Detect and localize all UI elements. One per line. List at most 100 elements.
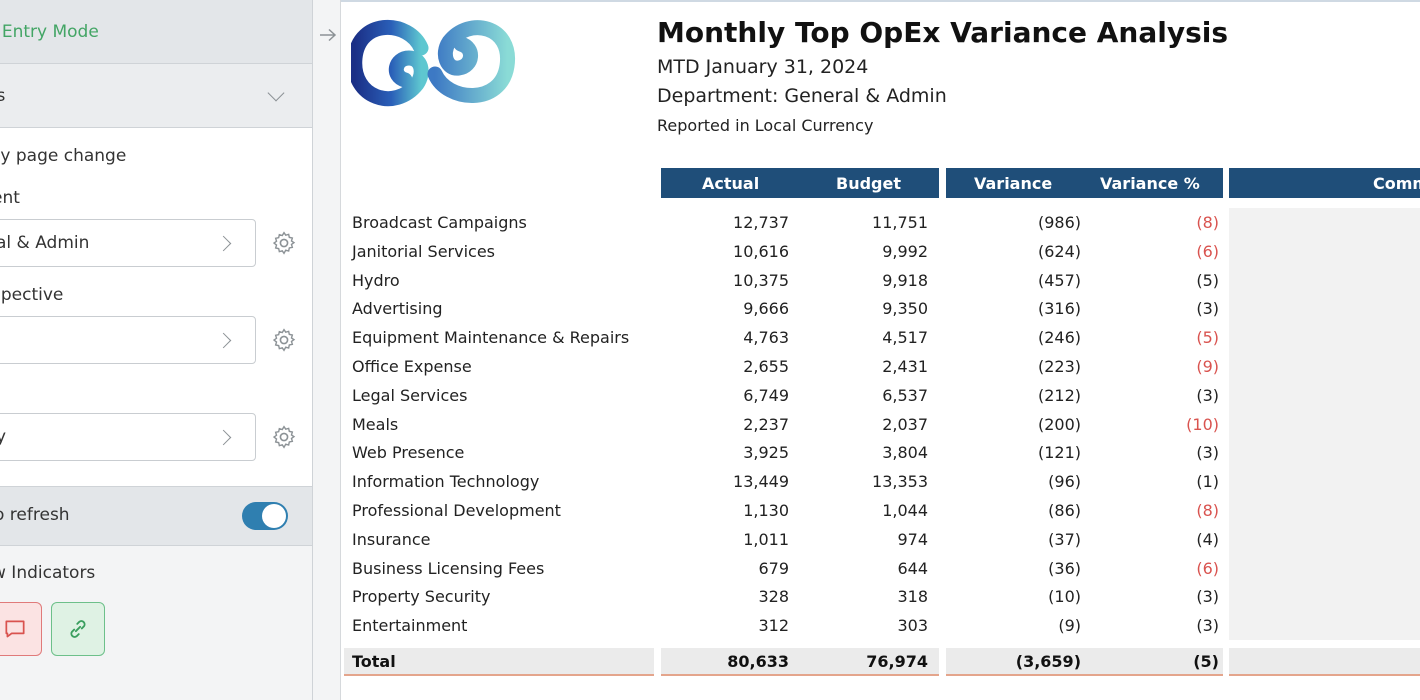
row-variance-pct: (3) xyxy=(1196,616,1219,636)
field1-value: ral & Admin xyxy=(0,233,90,253)
table-row: Advertising 9,666 9,350 (316) (3) xyxy=(341,295,1420,324)
row-variance: (624) xyxy=(1037,241,1081,261)
row-actual: 13,449 xyxy=(733,472,789,492)
row-variance-pct: (5) xyxy=(1196,328,1219,348)
table-row: Information Technology 13,449 13,353 (96) (1… xyxy=(341,468,1420,497)
field1-select[interactable]: ral & Admin xyxy=(0,219,256,267)
auto-refresh-toggle[interactable] xyxy=(242,502,288,530)
row-variance-pct: (6) xyxy=(1196,241,1219,261)
chevron-down-icon xyxy=(267,84,285,101)
gear-icon[interactable] xyxy=(271,327,297,353)
col-header-budget: Budget xyxy=(836,174,901,193)
row-name: Meals xyxy=(352,414,399,434)
page-change-setting-label: ay page change xyxy=(0,146,127,166)
gear-icon[interactable] xyxy=(271,424,297,450)
total-variance-pct: (5) xyxy=(1193,652,1219,671)
row-name: Office Expense xyxy=(352,357,472,376)
row-budget: 9,350 xyxy=(882,299,928,319)
total-bar-variance xyxy=(946,648,1223,676)
row-actual: 3,925 xyxy=(743,443,789,463)
side-panel: a Entry Mode es ay page change ent ral &… xyxy=(0,0,313,700)
entry-mode-label: a Entry Mode xyxy=(0,21,99,42)
row-name: Insurance xyxy=(352,529,431,549)
row-actual: 1,011 xyxy=(743,529,789,549)
row-actual: 2,237 xyxy=(743,414,789,434)
row-variance: (212) xyxy=(1037,385,1081,405)
row-variance: (200) xyxy=(1037,414,1081,434)
col-header-variance-pct: Variance % xyxy=(1100,174,1200,193)
comment-icon xyxy=(5,620,25,638)
row-variance: (36) xyxy=(1048,558,1081,578)
row-variance-pct: (3) xyxy=(1196,587,1219,607)
table-row: Hydro 10,375 9,918 (457) (5) xyxy=(341,267,1420,296)
panel-splitter[interactable] xyxy=(313,0,341,700)
total-bar-comments xyxy=(1229,648,1420,676)
row-actual: 2,655 xyxy=(743,357,789,376)
row-budget: 13,353 xyxy=(872,472,928,492)
row-variance: (10) xyxy=(1048,587,1081,607)
row-variance: (457) xyxy=(1037,270,1081,290)
row-budget: 4,517 xyxy=(882,328,928,348)
row-name: Legal Services xyxy=(352,385,468,405)
table-row: Insurance 1,011 974 (37) (4) xyxy=(341,526,1420,555)
row-budget: 2,431 xyxy=(882,357,928,376)
row-actual: 312 xyxy=(758,616,789,636)
row-actual: 4,763 xyxy=(743,328,789,348)
table-row: Equipment Maintenance & Repairs 4,763 4,51… xyxy=(341,324,1420,353)
link-indicator-button[interactable] xyxy=(51,602,105,656)
company-logo xyxy=(351,19,515,107)
currency-note: Reported in Local Currency xyxy=(657,116,874,135)
row-name: Business Licensing Fees xyxy=(352,558,545,578)
row-variance-pct: (9) xyxy=(1196,357,1219,376)
row-variance: (316) xyxy=(1037,299,1081,319)
row-name: Janitorial Services xyxy=(352,241,495,261)
chevron-right-icon xyxy=(215,235,232,251)
row-variance: (986) xyxy=(1037,213,1081,232)
row-actual: 9,666 xyxy=(743,299,789,319)
header-bar-variance xyxy=(946,168,1223,198)
comments-column[interactable] xyxy=(1229,208,1420,640)
indicators-label: w Indicators xyxy=(0,563,96,583)
row-actual: 1,130 xyxy=(743,501,789,520)
gear-icon[interactable] xyxy=(271,230,297,256)
row-name: Equipment Maintenance & Repairs xyxy=(352,328,630,348)
row-name: Information Technology xyxy=(352,472,540,492)
toggle-knob xyxy=(262,504,286,528)
report-period: MTD January 31, 2024 xyxy=(657,56,869,78)
auto-refresh-label: o refresh xyxy=(0,505,70,525)
table-row: Professional Development 1,130 1,044 (86) (8… xyxy=(341,497,1420,526)
field2-label: spective xyxy=(0,285,64,305)
row-budget: 303 xyxy=(897,616,928,636)
row-actual: 12,737 xyxy=(733,213,789,232)
row-name: Entertainment xyxy=(352,616,468,636)
row-actual: 10,616 xyxy=(733,241,789,261)
row-budget: 318 xyxy=(897,587,928,607)
total-bar-actual-budget xyxy=(661,648,939,676)
section-dropdown[interactable]: es xyxy=(0,64,312,128)
row-variance-pct: (4) xyxy=(1196,529,1219,549)
report-canvas: Monthly Top OpEx Variance Analysis MTD J… xyxy=(341,0,1420,700)
table-row: Web Presence 3,925 3,804 (121) (3) xyxy=(341,439,1420,468)
entry-mode-header[interactable]: a Entry Mode xyxy=(0,0,312,64)
row-variance: (9) xyxy=(1058,616,1081,636)
row-name: Web Presence xyxy=(352,443,465,463)
row-variance: (223) xyxy=(1037,357,1081,376)
total-bar-label xyxy=(344,648,654,676)
row-variance-pct: (3) xyxy=(1196,385,1219,405)
settings-body: ay page change ent ral & Admin spective … xyxy=(0,128,312,486)
row-budget: 9,992 xyxy=(882,241,928,261)
chevron-right-icon xyxy=(215,429,232,445)
comment-indicator-button[interactable] xyxy=(0,602,42,656)
row-budget: 9,918 xyxy=(882,270,928,290)
field3-select[interactable]: ry xyxy=(0,413,256,461)
row-name: Property Security xyxy=(352,587,491,607)
field1-label: ent xyxy=(0,188,20,208)
total-label: Total xyxy=(352,652,396,671)
row-variance: (86) xyxy=(1048,501,1081,520)
col-header-comments: Comm xyxy=(1373,174,1420,193)
field2-select[interactable] xyxy=(0,316,256,364)
row-variance-pct: (3) xyxy=(1196,443,1219,463)
header-bar-comments xyxy=(1229,168,1420,198)
arrow-right-icon[interactable] xyxy=(319,28,337,42)
row-variance-pct: (8) xyxy=(1196,501,1219,520)
